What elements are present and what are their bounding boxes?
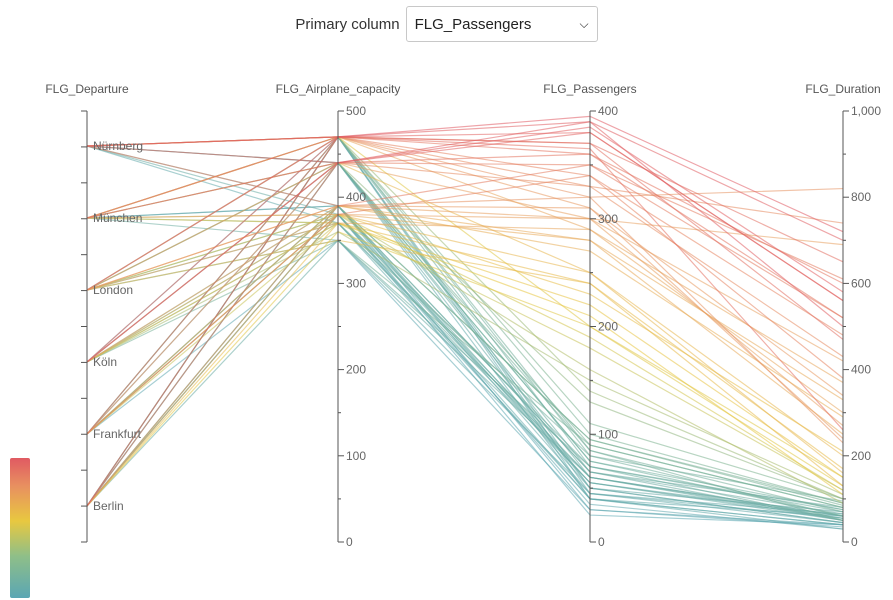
tick-label: 1,000 — [851, 104, 881, 118]
flight-line — [86, 222, 844, 507]
axis-title: FLG_Duration — [805, 82, 880, 96]
primary-column-value: FLG_Passengers — [414, 15, 532, 33]
flight-line — [86, 222, 844, 491]
category-label: Frankfurt — [93, 427, 142, 441]
flight-line — [86, 136, 844, 336]
primary-column-bar: Primary column FLG_Passengers ⌵ — [0, 6, 893, 42]
flight-line — [86, 239, 844, 528]
flight-line — [86, 196, 844, 444]
tick-label: 0 — [851, 535, 858, 549]
axis-FLG_Departure: FLG_Departure Nürnberg München London Köln Fr… — [45, 82, 143, 543]
flight-line — [86, 230, 844, 496]
tick-label: 200 — [346, 363, 366, 377]
tick-label: 300 — [346, 276, 366, 290]
tick-label: 200 — [598, 320, 618, 334]
axis-title: FLG_Departure — [45, 82, 129, 96]
flight-line — [86, 131, 844, 363]
flight-line — [86, 222, 844, 414]
flight-line — [86, 205, 844, 427]
category-label: München — [93, 211, 142, 225]
category-label: Berlin — [93, 499, 124, 513]
category-label: Nürnberg — [93, 139, 143, 153]
flight-line — [86, 213, 844, 491]
axis-title: FLG_Airplane_capacity — [276, 82, 401, 96]
flight-line — [86, 121, 844, 241]
flight-line — [86, 162, 844, 291]
tick-label: 100 — [346, 449, 366, 463]
axis-title: FLG_Passengers — [543, 82, 636, 96]
flight-line — [86, 213, 844, 507]
tick-label: 600 — [851, 276, 871, 290]
category-label: Köln — [93, 355, 117, 369]
tick-label: 100 — [598, 427, 618, 441]
flight-line — [86, 205, 844, 507]
polylines-layer — [86, 115, 844, 530]
flight-line — [86, 239, 844, 509]
axes-layer: FLG_Departure Nürnberg München London Köln Fr… — [45, 82, 881, 549]
category-label: London — [93, 283, 133, 297]
tick-label: 400 — [346, 190, 366, 204]
tick-label: 800 — [851, 190, 871, 204]
axis-FLG_Passengers: FLG_Passengers 0 100 200 300 400 — [543, 82, 636, 549]
tick-label: 400 — [598, 104, 618, 118]
flight-line — [86, 162, 844, 435]
flight-line — [86, 126, 844, 293]
tick-label: 0 — [598, 535, 605, 549]
flight-line — [86, 213, 844, 457]
flight-line — [86, 115, 844, 507]
axis-FLG_Duration: FLG_Duration 0 200 400 600 800 1,000 — [805, 82, 881, 549]
tick-label: 200 — [851, 449, 871, 463]
flight-line — [86, 217, 844, 496]
flight-line — [86, 175, 844, 435]
flight-line — [86, 230, 844, 507]
flight-line — [86, 239, 844, 487]
flight-line — [86, 145, 844, 280]
flight-line — [86, 121, 844, 363]
color-legend — [10, 458, 30, 598]
flight-line — [86, 153, 844, 507]
primary-column-select[interactable]: FLG_Passengers ⌵ — [405, 6, 598, 42]
tick-label: 400 — [851, 363, 871, 377]
tick-label: 500 — [346, 104, 366, 118]
flight-line — [86, 161, 844, 513]
flight-line — [86, 136, 844, 263]
flight-line — [86, 136, 844, 435]
flight-line — [86, 205, 844, 435]
flight-line — [86, 222, 844, 478]
axis-FLG_Airplane_capacity: FLG_Airplane_capacity 0 100 200 300 400 500 — [276, 82, 401, 549]
flight-line — [86, 161, 844, 511]
tick-label: 0 — [346, 535, 353, 549]
primary-column-label: Primary column — [295, 15, 400, 33]
chevron-down-icon: ⌵ — [579, 16, 589, 31]
tick-label: 300 — [598, 212, 618, 226]
